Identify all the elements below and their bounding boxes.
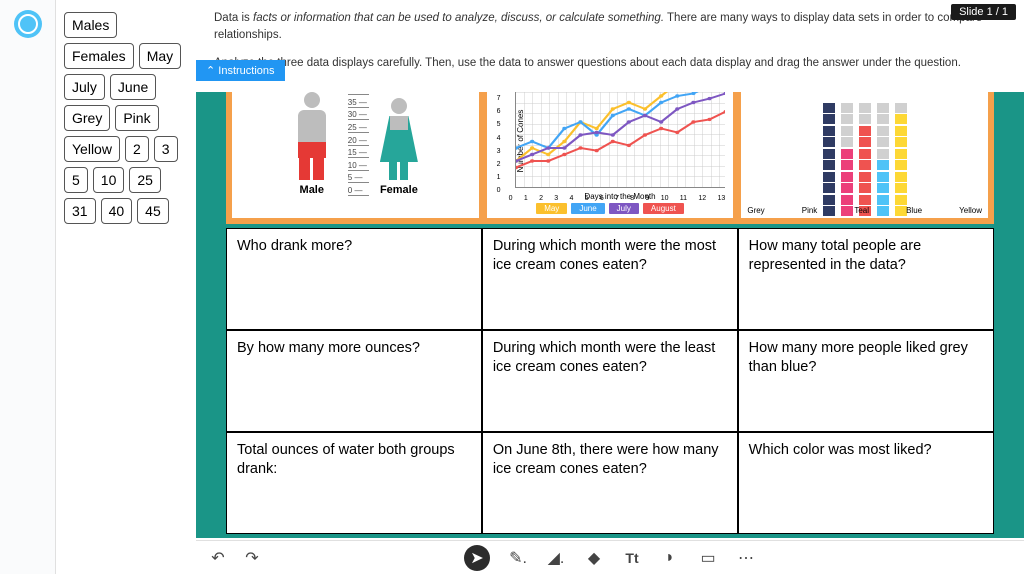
- more-tools-icon[interactable]: ⋯: [736, 548, 756, 568]
- question-cell[interactable]: How many total people are represented in…: [739, 229, 993, 329]
- slide-indicator: Slide 1 / 1: [951, 4, 1016, 20]
- highlighter-tool-icon[interactable]: ◢.: [546, 548, 566, 568]
- drag-item[interactable]: Females: [64, 43, 134, 69]
- question-grid: Who drank more? During which month were …: [226, 228, 994, 534]
- instr-em: facts or information that can be used to…: [253, 12, 664, 24]
- instr-text: Analyze the three data displays carefull…: [214, 55, 1006, 72]
- undo-icon[interactable]: ↶: [208, 548, 228, 568]
- drag-item[interactable]: Pink: [115, 105, 158, 131]
- drag-item[interactable]: May: [139, 43, 181, 69]
- male-figure: Male: [294, 92, 330, 196]
- logo-icon[interactable]: [14, 10, 42, 38]
- instructions-toggle-label: Instructions: [218, 65, 274, 77]
- shape-tool-icon[interactable]: ◗: [660, 548, 680, 568]
- chevron-up-icon: ⌃: [206, 65, 218, 77]
- drag-item[interactable]: June: [110, 74, 156, 100]
- question-cell[interactable]: Who drank more?: [227, 229, 481, 329]
- question-cell[interactable]: During which month were the most ice cre…: [483, 229, 737, 329]
- drag-item[interactable]: 2: [125, 136, 149, 162]
- slide-background: Male 0 —5 —10 —15 —20 —25 —30 —35 —40 — …: [196, 58, 1024, 538]
- redo-icon[interactable]: ↷: [242, 548, 262, 568]
- image-tool-icon[interactable]: ▭: [698, 548, 718, 568]
- chart2-legend: MayJuneJulyAugust: [495, 203, 726, 214]
- instructions-panel: Data is facts or information that can be…: [196, 0, 1024, 92]
- drag-item[interactable]: 10: [93, 167, 125, 193]
- drag-item[interactable]: 45: [137, 198, 169, 224]
- drag-item[interactable]: 3: [154, 136, 178, 162]
- bottom-toolbar: ↶ ↷ ➤ ✎. ◢. ◆ Tt ◗ ▭ ⋯: [196, 540, 1024, 574]
- text-tool-icon[interactable]: Tt: [622, 548, 642, 568]
- question-cell[interactable]: During which month were the least ice cr…: [483, 331, 737, 431]
- drag-item[interactable]: 25: [129, 167, 161, 193]
- eraser-tool-icon[interactable]: ◆: [584, 548, 604, 568]
- question-cell[interactable]: Total ounces of water both groups drank:: [227, 433, 481, 533]
- drag-item[interactable]: Grey: [64, 105, 110, 131]
- drag-item[interactable]: Males: [64, 12, 117, 38]
- chart2-xticks: 012345678910111213: [509, 195, 726, 202]
- left-rail: [0, 0, 56, 574]
- drag-item[interactable]: July: [64, 74, 105, 100]
- chart1-axis: 0 —5 —10 —15 —20 —25 —30 —35 —40 —: [348, 86, 369, 196]
- instr-text: Data is: [214, 12, 253, 24]
- pen-tool-icon[interactable]: ✎.: [508, 548, 528, 568]
- answer-bank: Males FemalesMay JulyJuneGreyPink Yellow23 5…: [56, 0, 196, 574]
- question-cell[interactable]: Which color was most liked?: [739, 433, 993, 533]
- drag-item[interactable]: 5: [64, 167, 88, 193]
- main-area: Slide 1 / 1 Data is facts or information…: [196, 0, 1024, 574]
- female-figure: Female: [381, 98, 417, 196]
- pointer-tool-icon[interactable]: ➤: [464, 545, 490, 571]
- question-cell[interactable]: How many more people liked grey than blu…: [739, 331, 993, 431]
- slide-viewport: Male 0 —5 —10 —15 —20 —25 —30 —35 —40 — …: [196, 58, 1024, 540]
- instructions-toggle[interactable]: ⌃ Instructions: [196, 60, 285, 81]
- drag-item[interactable]: Yellow: [64, 136, 120, 162]
- chart3-labels: GreyPinkTealBlueYellow: [741, 206, 988, 218]
- male-label: Male: [300, 184, 324, 196]
- drag-item[interactable]: 40: [101, 198, 133, 224]
- question-cell[interactable]: On June 8th, there were how many ice cre…: [483, 433, 737, 533]
- female-label: Female: [380, 184, 418, 196]
- drag-item[interactable]: 31: [64, 198, 96, 224]
- question-cell[interactable]: By how many more ounces?: [227, 331, 481, 431]
